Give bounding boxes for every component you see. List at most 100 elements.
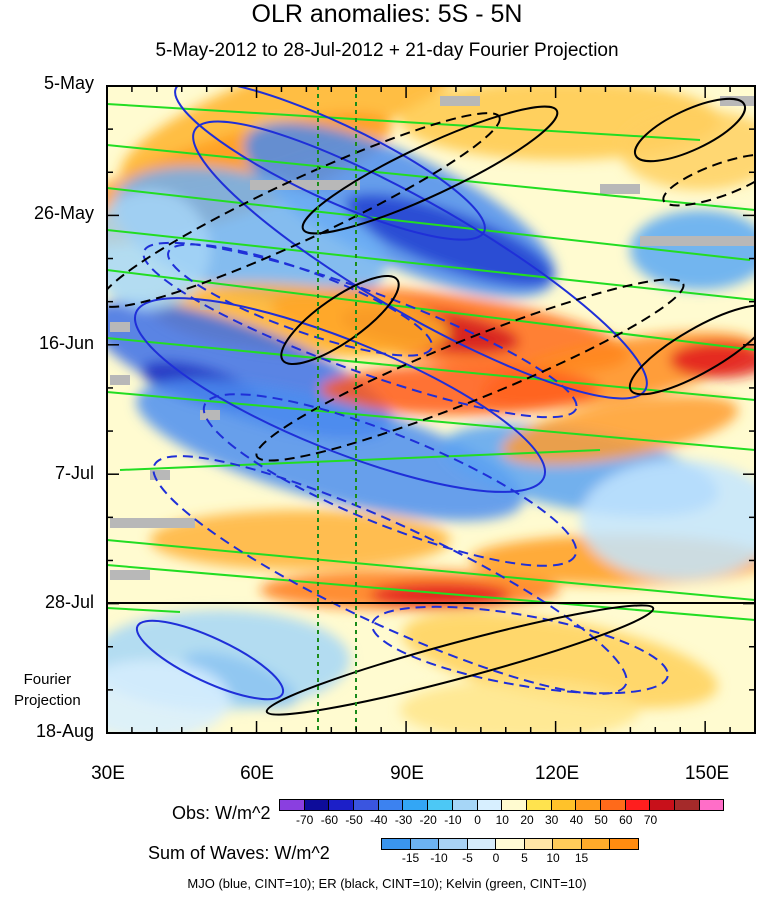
colorbar-swatch [381, 838, 411, 850]
colorbar-swatch [523, 838, 553, 850]
colorbar-label: 0 [492, 851, 500, 865]
colorbar-label: 15 [574, 851, 589, 865]
mjo-contour [192, 120, 648, 400]
colorbar-label: 60 [619, 813, 633, 827]
colorbar-label: -20 [419, 813, 437, 827]
waves-colorbar-title: Sum of Waves: W/m^2 [148, 843, 330, 863]
er-contour [265, 604, 655, 716]
colorbar-swatch [552, 838, 582, 850]
anomaly-field [107, 86, 755, 733]
mjo-contours [133, 86, 669, 701]
y-tick-label: 16-Jun [38, 333, 94, 353]
colorbar-swatch [501, 799, 527, 811]
colorbar-swatch [427, 799, 453, 811]
colorbar-swatch [525, 799, 552, 811]
colorbar-swatch [402, 799, 429, 811]
er-contour [628, 304, 755, 396]
kelvin-contour [107, 187, 751, 261]
colorbar-swatch [409, 838, 439, 850]
colorbar-label: -50 [345, 813, 363, 827]
er-contour [255, 278, 685, 462]
x-tick-label: 150E [684, 763, 730, 784]
er-contour [107, 112, 501, 308]
chart-subtitle: 5-May-2012 to 28-Jul-2012 + 21-day Fouri… [155, 40, 619, 61]
colorbar-label: -15 [401, 851, 420, 865]
kelvin-contour [107, 607, 181, 613]
colorbar-label: -10 [444, 813, 462, 827]
kelvin-contour [107, 229, 755, 301]
fourier-projection-label: Fourier Projection [14, 671, 81, 709]
kelvin-contour [107, 103, 701, 141]
colorbar-label: 40 [569, 813, 584, 827]
colorbar-label: 50 [594, 813, 608, 827]
er-contour [301, 105, 559, 235]
obs-colorbar [279, 799, 725, 811]
colorbar-label: 70 [643, 813, 658, 827]
colorbar-label: 5 [521, 851, 528, 865]
mjo-contour [133, 297, 547, 493]
colorbar-swatch [279, 799, 305, 811]
mjo-contour [167, 243, 433, 357]
kelvin-contour [107, 337, 755, 401]
colorbar-label: 20 [520, 813, 534, 827]
colorbar-swatch [599, 799, 626, 811]
mjo-contour [142, 241, 578, 419]
y-tick-label: 18-Aug [35, 721, 94, 741]
x-tick-label: 120E [534, 763, 580, 784]
x-tick-label: 90E [390, 763, 424, 784]
colorbar-label: -5 [462, 851, 473, 865]
colorbar-swatch [303, 799, 330, 811]
y-tick-label: 26-May [33, 203, 94, 223]
waves-colorbar [381, 838, 639, 850]
colorbar-swatch [328, 799, 355, 811]
kelvin-wave-contours [107, 103, 755, 621]
y-tick-label: 28-Jul [44, 592, 94, 612]
colorbar-swatch [377, 799, 404, 811]
colorbar-swatch [476, 799, 503, 811]
x-tick-label: 60E [240, 763, 274, 784]
x-tick-label: 30E [91, 763, 125, 784]
colorbar-swatch [649, 799, 675, 811]
colorbar-swatch [609, 838, 639, 850]
axis-ticks [106, 85, 756, 734]
colorbar-label: -70 [296, 813, 314, 827]
colorbar-label: -60 [320, 813, 339, 827]
kelvin-contour [107, 269, 755, 351]
kelvin-contour [107, 539, 755, 601]
colorbar-swatch [451, 799, 478, 811]
colorbar-swatch [575, 799, 601, 811]
kelvin-contour [107, 564, 755, 621]
colorbar-swatch [438, 838, 468, 850]
kelvin-contour [107, 391, 755, 451]
colorbar-label: -40 [370, 813, 388, 827]
colorbar-swatch [674, 799, 700, 811]
colorbar-label: -10 [430, 851, 448, 865]
mjo-contour [152, 455, 628, 695]
mjo-contour [135, 619, 285, 701]
colorbar-swatch [698, 799, 725, 811]
mjo-contour [202, 393, 578, 567]
mjo-contour [371, 605, 669, 695]
y-tick-label: 7-Jul [54, 463, 94, 483]
legend-footer: MJO (blue, CINT=10); ER (black, CINT=10)… [187, 876, 587, 891]
colorbar-label: 30 [545, 813, 559, 827]
mjo-contour [174, 86, 486, 241]
er-contour [662, 153, 755, 207]
colorbar-swatch [624, 799, 651, 811]
colorbar-label: 10 [495, 813, 509, 827]
colorbar-swatch [550, 799, 577, 811]
kelvin-contour [119, 449, 601, 471]
obs-colorbar-title: Obs: W/m^2 [172, 803, 271, 823]
er-contour [280, 274, 400, 366]
colorbar-swatch [353, 799, 379, 811]
colorbar-swatch [466, 838, 496, 850]
er-wave-contours [107, 97, 755, 716]
chart-title: OLR anomalies: 5S - 5N [251, 0, 523, 28]
colorbar-label: -30 [394, 813, 413, 827]
colorbar-label: 10 [546, 851, 560, 865]
kelvin-contour [107, 144, 755, 211]
colorbar-swatch [495, 838, 525, 850]
colorbar-swatch [580, 838, 610, 850]
er-contour [633, 97, 747, 163]
